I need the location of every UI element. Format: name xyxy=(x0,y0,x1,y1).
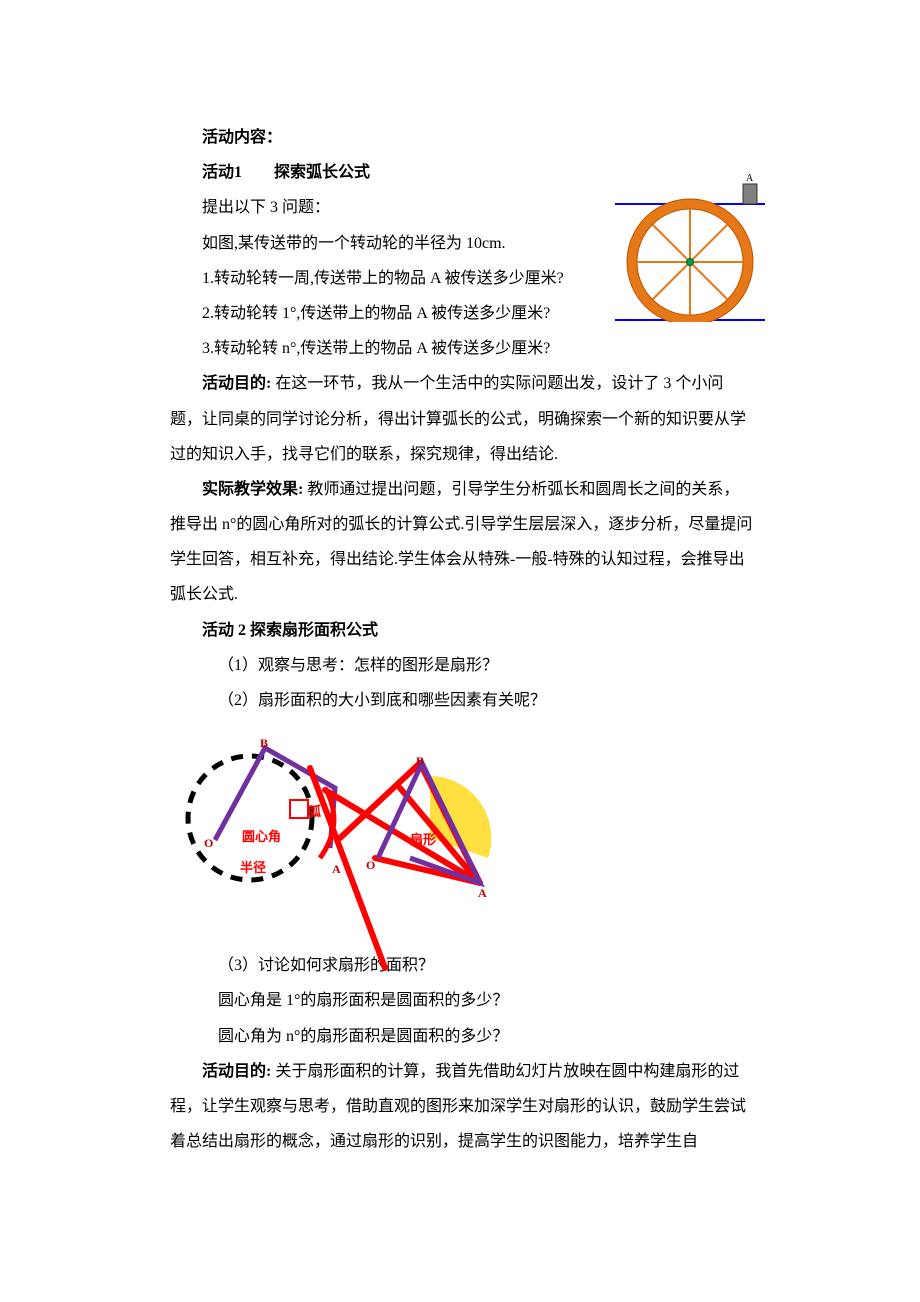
act2-purpose-label: 活动目的: xyxy=(202,1063,271,1080)
act2-q5: 圆心角为 n°的扇形面积是圆面积的多少？ xyxy=(170,1019,755,1054)
act1-effect-text: 教师通过提出问题，引导学生分析弧长和圆周长之间的关系，推导出 n°的圆心角所对的… xyxy=(170,481,752,604)
wheel-svg: A xyxy=(615,172,765,322)
label-radius: 半径 xyxy=(240,854,266,883)
svg-text:A: A xyxy=(746,173,754,184)
label-B-left: B xyxy=(260,730,268,756)
act1-purpose: 活动目的: 在这一环节，我从一个生活中的实际问题出发，设计了 3 个小问题，让同… xyxy=(170,366,755,472)
act2-q4: 圆心角是 1°的扇形面积是圆面积的多少？ xyxy=(170,983,755,1018)
act2-q2: （2）扇形面积的大小到底和哪些因素有关呢？ xyxy=(170,683,755,718)
label-O-right: O xyxy=(366,852,375,878)
act1-q3: 3.转动轮转 n°,传送带上的物品 A 被传送多少厘米? xyxy=(170,331,755,366)
label-O-left: O xyxy=(204,830,213,856)
label-A-right: A xyxy=(478,880,487,906)
act2-q1: （1）观察与思考：怎样的图形是扇形？ xyxy=(170,648,755,683)
label-center-angle: 圆心角 xyxy=(242,823,281,852)
heading-activity-2: 活动 2 探索扇形面积公式 xyxy=(170,613,755,648)
act1-effect: 实际教学效果: 教师通过提出问题，引导学生分析弧长和圆周长之间的关系，推导出 n… xyxy=(170,472,755,613)
document-page: A 活动内容： 活动1 探索弧长公式 提出以下 3 问题： 如图,某传送带的一个… xyxy=(0,0,920,1302)
conveyor-wheel-figure: A xyxy=(615,172,765,322)
label-B-right: B xyxy=(416,748,424,774)
sector-svg xyxy=(180,728,520,968)
label-A-left: A xyxy=(332,856,341,882)
act2-purpose: 活动目的: 关于扇形面积的计算，我首先借助幻灯片放映在圆中构建扇形的过程，让学生… xyxy=(170,1054,755,1160)
heading-content: 活动内容： xyxy=(170,120,755,155)
label-arc: 弧 xyxy=(308,798,321,827)
act1-purpose-label: 活动目的: xyxy=(202,375,271,392)
act1-effect-label: 实际教学效果: xyxy=(202,481,303,498)
sector-diagram: O B A 半径 圆心角 弧 O B A 扇形 xyxy=(180,728,520,928)
label-sector: 扇形 xyxy=(410,826,436,855)
